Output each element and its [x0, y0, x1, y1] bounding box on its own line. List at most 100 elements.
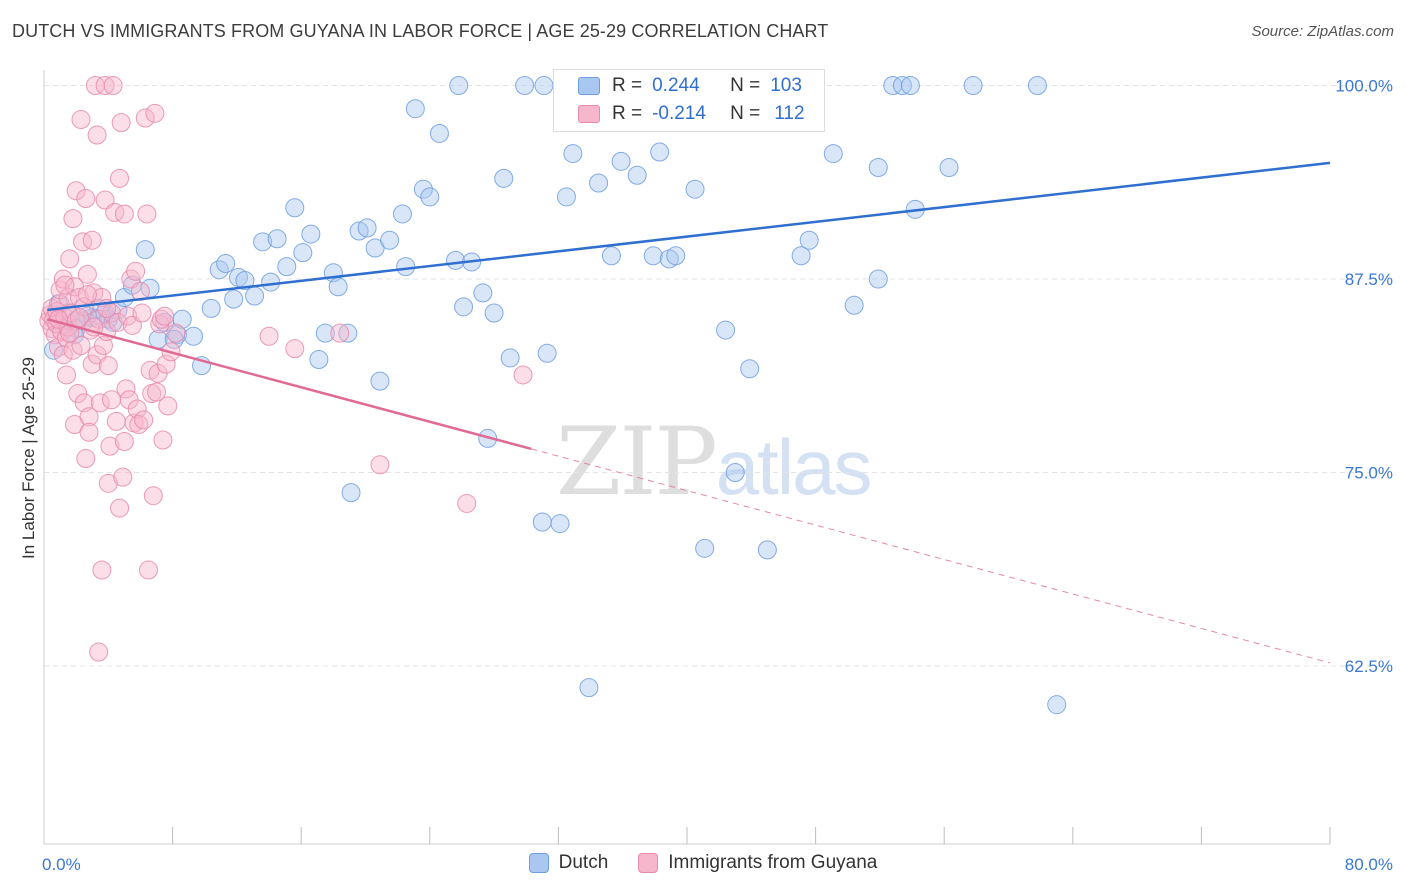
- guyana-point: [55, 275, 75, 295]
- guyana-point: [71, 110, 91, 130]
- dutch-point: [301, 224, 321, 244]
- guyana-point: [147, 382, 167, 402]
- dutch-point: [791, 246, 811, 266]
- guyana-point: [60, 249, 80, 269]
- dutch-point: [267, 229, 287, 249]
- y-axis-label: In Labor Force | Age 25-29: [19, 357, 38, 559]
- chart-title: DUTCH VS IMMIGRANTS FROM GUYANA IN LABOR…: [12, 21, 829, 41]
- guyana-point: [113, 467, 133, 487]
- guyana-point: [48, 309, 68, 329]
- legend-row-dutch: R = 0.244 N = 103: [578, 73, 802, 99]
- dutch-point: [534, 75, 554, 95]
- label-layer: 62.5% 75.0% 87.5% 100.0% 0.0% 80.0% In Labor F…: [19, 76, 1393, 874]
- y-tick-label: 100.0%: [1335, 76, 1393, 95]
- dutch-point: [392, 204, 412, 224]
- guyana-point: [71, 336, 91, 356]
- correlation-legend: R = 0.244 N = 103 R = -0.214 N = 112: [553, 69, 825, 132]
- dutch-point: [473, 283, 493, 303]
- guyana-point: [95, 75, 115, 95]
- series-label-guyana: Immigrants from Guyana: [668, 852, 878, 873]
- dutch-points: [44, 75, 1067, 715]
- guyana-point: [285, 339, 305, 359]
- guyana-point: [156, 354, 176, 374]
- guyana-point: [114, 204, 134, 224]
- legend-swatch-dutch: [578, 77, 600, 95]
- dutch-point: [643, 246, 663, 266]
- guyana-trend-line: [46, 318, 532, 451]
- dutch-point: [799, 230, 819, 250]
- guyana-point: [100, 436, 120, 456]
- dutch-point: [939, 158, 959, 178]
- dutch-point: [757, 540, 777, 560]
- legend-r-value: -0.214: [652, 103, 706, 124]
- guyana-point: [155, 306, 175, 326]
- dutch-point: [844, 295, 864, 315]
- dutch-point: [413, 179, 433, 199]
- dutch-point: [868, 158, 888, 178]
- guyana-point: [111, 113, 131, 133]
- legend-r-label: R =: [612, 103, 643, 124]
- dutch-point: [429, 123, 449, 143]
- legend-row-guyana: R = -0.214 N = 112: [578, 101, 805, 127]
- dutch-point: [235, 271, 255, 291]
- guyana-point: [76, 449, 96, 469]
- series-label-dutch: Dutch: [558, 852, 609, 873]
- dutch-point: [420, 187, 440, 207]
- dutch-point: [253, 232, 273, 252]
- series-legend-guyana[interactable]: Immigrants from Guyana: [638, 852, 877, 874]
- legend-swatch-guyana: [578, 105, 600, 123]
- dutch-point: [515, 75, 535, 95]
- guyana-point: [138, 560, 158, 580]
- dutch-trend-line: [47, 161, 1331, 312]
- guyana-point: [89, 642, 109, 662]
- dutch-point: [315, 323, 335, 343]
- source-credit: Source: ZipAtlas.com: [1251, 23, 1394, 40]
- dutch-point: [201, 298, 221, 318]
- guyana-point: [79, 407, 99, 427]
- dutch-point: [380, 230, 400, 250]
- legend-n-value: 112: [774, 103, 805, 124]
- dutch-point: [500, 348, 520, 368]
- guyana-point: [82, 354, 102, 374]
- dutch-point: [224, 289, 244, 309]
- dutch-point: [611, 151, 631, 171]
- guyana-point: [92, 560, 112, 580]
- guyana-point: [143, 486, 163, 506]
- dutch-point: [338, 323, 358, 343]
- trend-layer: [46, 161, 1331, 664]
- dutch-point: [405, 99, 425, 119]
- legend-r-label: R =: [612, 75, 643, 96]
- guyana-point: [330, 323, 350, 343]
- grid-layer: [44, 84, 1370, 667]
- dutch-point: [666, 246, 686, 266]
- dutch-point: [446, 250, 466, 270]
- dutch-point: [370, 371, 390, 391]
- guyana-point: [77, 264, 97, 284]
- guyana-trend-extension: [530, 448, 1331, 664]
- guyana-point: [57, 365, 77, 385]
- x-tick-label: 0.0%: [42, 855, 81, 874]
- y-tick-label: 87.5%: [1345, 270, 1393, 289]
- guyana-point: [110, 498, 130, 518]
- dutch-point: [579, 678, 599, 698]
- series-legend-dutch[interactable]: Dutch: [528, 852, 609, 874]
- guyana-point: [110, 168, 130, 188]
- dutch-point: [550, 514, 570, 534]
- guyana-point: [87, 125, 107, 145]
- dutch-point: [245, 286, 265, 306]
- guyana-point: [151, 309, 171, 329]
- guyana-point: [259, 326, 279, 346]
- dutch-point: [309, 349, 329, 369]
- guyana-point: [166, 323, 186, 343]
- dutch-point: [601, 246, 621, 266]
- guyana-point: [90, 393, 110, 413]
- guyana-point: [93, 336, 113, 356]
- dutch-point: [868, 269, 888, 289]
- guyana-point: [77, 284, 97, 304]
- axis-layer: [43, 70, 1331, 845]
- dutch-point: [135, 240, 155, 260]
- guyana-point: [68, 384, 88, 404]
- y-tick-label: 62.5%: [1345, 657, 1393, 676]
- dutch-point: [328, 277, 348, 297]
- guyana-point: [137, 204, 157, 224]
